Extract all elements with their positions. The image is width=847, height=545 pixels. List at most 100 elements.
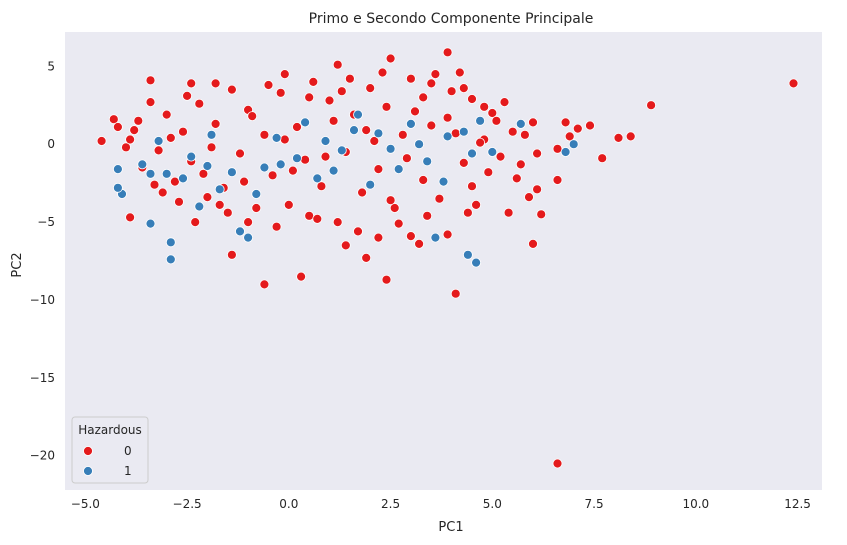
data-point-hazardous-1 <box>271 132 282 143</box>
data-point-hazardous-0 <box>206 142 217 153</box>
data-point-hazardous-0 <box>304 210 315 221</box>
data-point-hazardous-1 <box>202 161 213 171</box>
data-point-hazardous-1 <box>145 218 156 229</box>
data-point-hazardous-1 <box>328 165 339 176</box>
data-point-hazardous-0 <box>454 67 465 78</box>
y-tick-label: 5 <box>47 59 55 73</box>
data-point-hazardous-0 <box>202 192 213 203</box>
data-point-hazardous-0 <box>320 151 331 162</box>
data-point-hazardous-0 <box>613 132 624 143</box>
legend-label-1: 1 <box>124 464 132 478</box>
data-point-hazardous-0 <box>332 59 343 70</box>
data-point-hazardous-0 <box>113 122 123 132</box>
data-point-hazardous-0 <box>157 187 168 198</box>
data-point-hazardous-0 <box>161 109 172 120</box>
data-point-hazardous-1 <box>336 145 347 156</box>
data-point-hazardous-1 <box>165 237 176 248</box>
data-point-hazardous-1 <box>487 147 498 157</box>
legend-label-0: 0 <box>124 444 132 458</box>
data-point-hazardous-0 <box>536 209 547 220</box>
data-point-hazardous-1 <box>259 162 270 173</box>
data-point-hazardous-0 <box>458 157 469 168</box>
data-point-hazardous-0 <box>552 143 563 154</box>
data-point-hazardous-0 <box>279 69 290 79</box>
data-point-hazardous-0 <box>499 97 510 107</box>
data-point-hazardous-0 <box>259 129 270 140</box>
data-point-hazardous-0 <box>125 212 136 223</box>
data-point-hazardous-1 <box>385 143 396 154</box>
data-point-hazardous-0 <box>357 187 368 198</box>
y-tick-label: 0 <box>47 137 55 151</box>
data-point-hazardous-0 <box>287 165 298 176</box>
data-point-hazardous-0 <box>226 84 237 95</box>
data-point-hazardous-1 <box>153 136 164 146</box>
data-point-hazardous-0 <box>308 77 319 87</box>
data-point-hazardous-0 <box>125 134 136 145</box>
data-point-hazardous-0 <box>316 181 327 192</box>
x-tick-label: 12.5 <box>784 497 811 511</box>
data-point-hazardous-1 <box>430 232 441 243</box>
data-point-hazardous-0 <box>401 153 412 164</box>
data-point-hazardous-0 <box>121 142 131 153</box>
x-tick-label: 7.5 <box>585 497 604 511</box>
data-point-hazardous-0 <box>210 78 221 89</box>
data-point-hazardous-1 <box>442 131 453 142</box>
legend-marker-1 <box>83 466 93 476</box>
data-point-hazardous-0 <box>304 92 315 103</box>
data-point-hazardous-0 <box>271 221 282 232</box>
legend-marker-0 <box>83 446 93 456</box>
data-point-hazardous-0 <box>450 128 461 139</box>
data-point-hazardous-1 <box>292 153 302 164</box>
data-point-hazardous-0 <box>646 100 656 111</box>
data-point-hazardous-0 <box>373 164 384 175</box>
data-point-hazardous-0 <box>426 120 437 131</box>
data-point-hazardous-0 <box>275 87 286 98</box>
data-point-hazardous-0 <box>190 217 201 228</box>
data-point-hazardous-0 <box>381 274 392 285</box>
data-point-hazardous-1 <box>320 136 331 146</box>
data-point-hazardous-0 <box>515 159 526 170</box>
data-point-hazardous-0 <box>422 210 433 221</box>
data-point-hazardous-0 <box>149 179 160 190</box>
legend: Hazardous 0 1 <box>71 416 149 484</box>
data-point-hazardous-0 <box>340 240 351 251</box>
data-point-hazardous-0 <box>446 86 457 97</box>
data-point-hazardous-0 <box>405 231 416 242</box>
data-point-hazardous-0 <box>344 73 355 84</box>
data-point-hazardous-0 <box>471 199 482 210</box>
data-point-hazardous-0 <box>426 78 437 89</box>
data-point-hazardous-0 <box>247 111 258 121</box>
data-point-hazardous-0 <box>430 69 441 79</box>
data-point-hazardous-0 <box>385 53 396 64</box>
y-tick-label: −10 <box>30 293 55 307</box>
data-point-hazardous-0 <box>377 67 388 78</box>
data-point-hazardous-0 <box>369 136 380 146</box>
data-point-hazardous-0 <box>552 458 563 469</box>
data-point-hazardous-0 <box>385 195 396 206</box>
data-point-hazardous-0 <box>296 271 307 282</box>
legend-title: Hazardous <box>78 423 142 437</box>
data-point-hazardous-0 <box>145 75 156 86</box>
data-point-hazardous-0 <box>361 125 372 136</box>
data-point-hazardous-0 <box>467 94 477 104</box>
data-point-hazardous-0 <box>328 115 339 126</box>
data-point-hazardous-0 <box>96 136 107 146</box>
data-point-hazardous-0 <box>198 168 209 179</box>
data-point-hazardous-0 <box>312 213 323 224</box>
data-point-hazardous-1 <box>568 139 579 150</box>
data-point-hazardous-1 <box>475 115 486 126</box>
data-point-hazardous-0 <box>410 106 420 117</box>
data-point-hazardous-0 <box>393 218 404 229</box>
data-point-hazardous-0 <box>153 145 164 156</box>
data-point-hazardous-1 <box>365 179 376 190</box>
data-point-hazardous-1 <box>462 249 473 260</box>
x-axis-label: PC1 <box>438 520 463 535</box>
data-point-hazardous-0 <box>133 115 144 126</box>
data-point-hazardous-0 <box>235 148 245 159</box>
data-point-hazardous-1 <box>161 168 172 179</box>
data-point-hazardous-0 <box>145 97 156 107</box>
data-point-hazardous-0 <box>462 207 473 218</box>
data-point-hazardous-0 <box>251 203 262 213</box>
data-point-hazardous-0 <box>467 181 477 192</box>
